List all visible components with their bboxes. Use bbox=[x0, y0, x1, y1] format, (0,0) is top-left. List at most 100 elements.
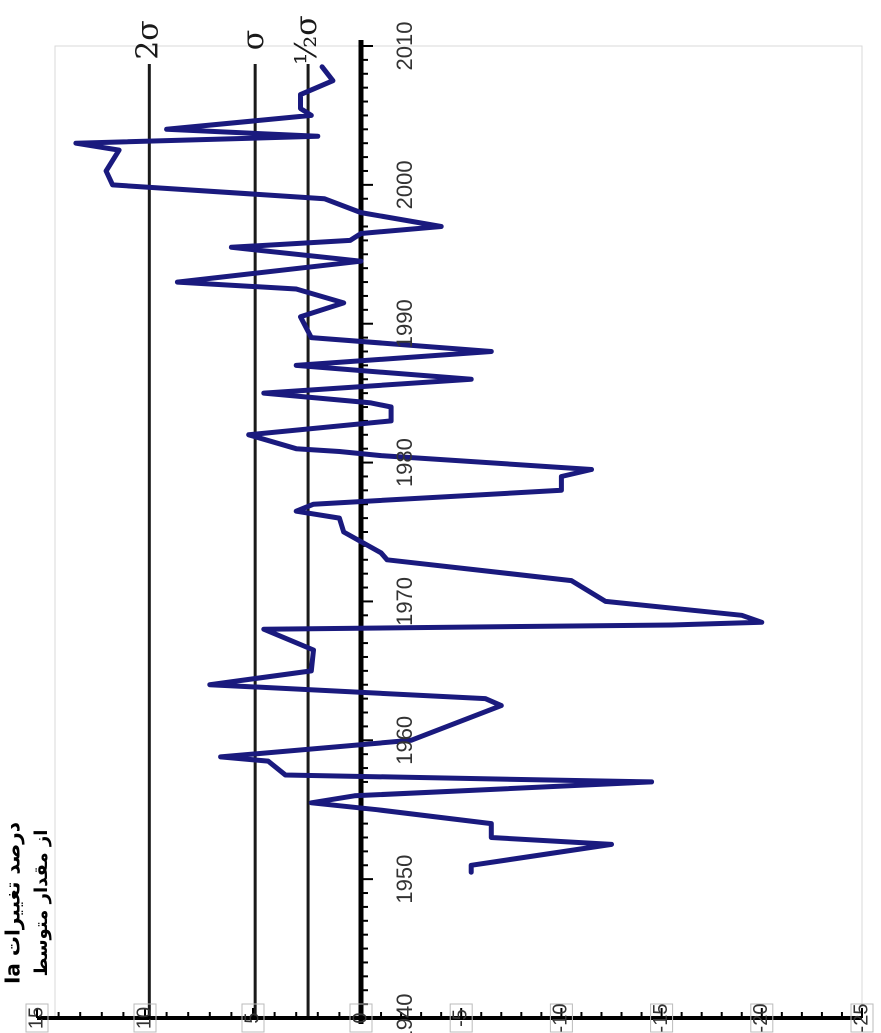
data-point bbox=[352, 793, 357, 799]
data-point bbox=[175, 279, 180, 285]
data-point bbox=[294, 363, 299, 368]
data-point bbox=[609, 842, 614, 847]
x-tick-label: 1980 bbox=[392, 438, 417, 487]
y-tick-label-box bbox=[241, 1003, 265, 1033]
data-point bbox=[438, 224, 444, 229]
y-tick-label: -5 bbox=[449, 1009, 471, 1027]
y-tick-label-box bbox=[650, 1003, 674, 1033]
x-tick-label: 1990 bbox=[392, 299, 417, 348]
data-point bbox=[294, 508, 299, 514]
data-point bbox=[311, 502, 316, 507]
data-point bbox=[319, 64, 325, 70]
data-point bbox=[164, 127, 169, 132]
y-tick-label: 10 bbox=[133, 1007, 155, 1029]
data-point bbox=[469, 870, 474, 875]
y-axis-title-line1: Ia درصد تغییرات bbox=[1, 822, 25, 984]
data-point bbox=[559, 488, 564, 493]
x-tick-label: 1960 bbox=[392, 716, 417, 765]
data-point bbox=[589, 467, 594, 472]
x-tick-label: 1970 bbox=[392, 577, 417, 626]
data-point bbox=[559, 474, 564, 479]
reference-line-label: ½σ bbox=[289, 15, 324, 65]
y-tick-label-box bbox=[449, 1003, 473, 1033]
y-tick-label: 5 bbox=[241, 1012, 263, 1023]
y-tick-label-group: 5 bbox=[241, 1003, 265, 1033]
data-point bbox=[309, 113, 314, 118]
data-point bbox=[759, 620, 764, 625]
data-point bbox=[311, 647, 316, 653]
data-point bbox=[569, 578, 574, 583]
reference-line-label: 2σ bbox=[130, 20, 165, 60]
y-tick-label-box bbox=[750, 1003, 774, 1033]
data-point bbox=[388, 404, 394, 410]
data-point bbox=[489, 349, 494, 354]
data-point bbox=[368, 400, 374, 406]
y-tick-label-box bbox=[549, 1003, 573, 1033]
data-point bbox=[341, 300, 346, 306]
y-tick-label-group: -5 bbox=[449, 1003, 473, 1033]
data-point bbox=[358, 210, 364, 215]
y-axis-title-line2: از مقدار متوسط bbox=[31, 830, 52, 977]
data-point bbox=[283, 772, 288, 778]
data-point bbox=[374, 807, 380, 812]
data-point bbox=[261, 627, 266, 632]
data-point bbox=[378, 550, 384, 556]
x-tick-label: 2010 bbox=[392, 22, 417, 71]
data-point bbox=[261, 390, 266, 396]
y-tick-label-group: -20 bbox=[750, 1003, 774, 1033]
y-tick-label: 0 bbox=[349, 1012, 371, 1023]
data-series bbox=[73, 64, 765, 875]
data-point bbox=[499, 703, 504, 708]
x-tick-label: 1950 bbox=[392, 855, 417, 904]
y-tick-label: -25 bbox=[850, 1004, 872, 1033]
labels: 2σ σ ½σ 1940 1950 1960 1970 1980 1990 2000 2010 15 1… bbox=[1, 15, 874, 1033]
data-point bbox=[348, 238, 353, 243]
data-point bbox=[337, 515, 342, 521]
data-point bbox=[408, 738, 414, 743]
y-tick-label-group: -10 bbox=[549, 1003, 573, 1033]
y-tick-label: -20 bbox=[750, 1004, 772, 1033]
data-point bbox=[265, 758, 271, 764]
y-tick-label-box bbox=[133, 1003, 157, 1033]
data-point bbox=[489, 835, 494, 840]
x-tick-label: 2000 bbox=[392, 160, 417, 209]
reference-lines bbox=[147, 64, 310, 1018]
data-point bbox=[388, 418, 394, 424]
data-point bbox=[483, 696, 488, 701]
y-tick-label-group: 0 bbox=[349, 1003, 373, 1033]
data-point bbox=[649, 779, 654, 785]
reference-line-label: σ bbox=[236, 30, 271, 50]
x-tick-label: 1940 bbox=[392, 994, 417, 1033]
data-point bbox=[294, 286, 299, 292]
data-point bbox=[207, 682, 212, 687]
data-point bbox=[469, 377, 474, 382]
data-point bbox=[322, 196, 327, 201]
data-point bbox=[103, 168, 109, 174]
data-point bbox=[739, 613, 744, 618]
axes bbox=[36, 40, 863, 1024]
y-tick-label-group: 15 bbox=[25, 1003, 49, 1033]
data-point bbox=[309, 668, 314, 674]
data-point bbox=[298, 106, 303, 111]
data-point bbox=[603, 599, 608, 604]
y-tick-label-box bbox=[25, 1003, 49, 1033]
data-point bbox=[337, 449, 342, 454]
y-tick-label-group: -15 bbox=[650, 1003, 674, 1033]
data-point bbox=[315, 134, 320, 139]
plot-area bbox=[54, 45, 863, 1019]
data-point bbox=[330, 78, 336, 83]
data-point bbox=[116, 147, 122, 153]
y-tick-label: -15 bbox=[650, 1004, 672, 1033]
data-point bbox=[218, 754, 223, 760]
data-point bbox=[358, 259, 364, 264]
data-point bbox=[341, 529, 346, 535]
y-tick-label: 15 bbox=[25, 1007, 47, 1029]
data-point bbox=[469, 863, 474, 868]
data-point bbox=[294, 446, 299, 451]
y-tick-label: -10 bbox=[550, 1004, 572, 1033]
plot-frame bbox=[54, 45, 863, 1019]
data-point bbox=[229, 245, 234, 250]
y-tick-label-box bbox=[850, 1003, 874, 1033]
